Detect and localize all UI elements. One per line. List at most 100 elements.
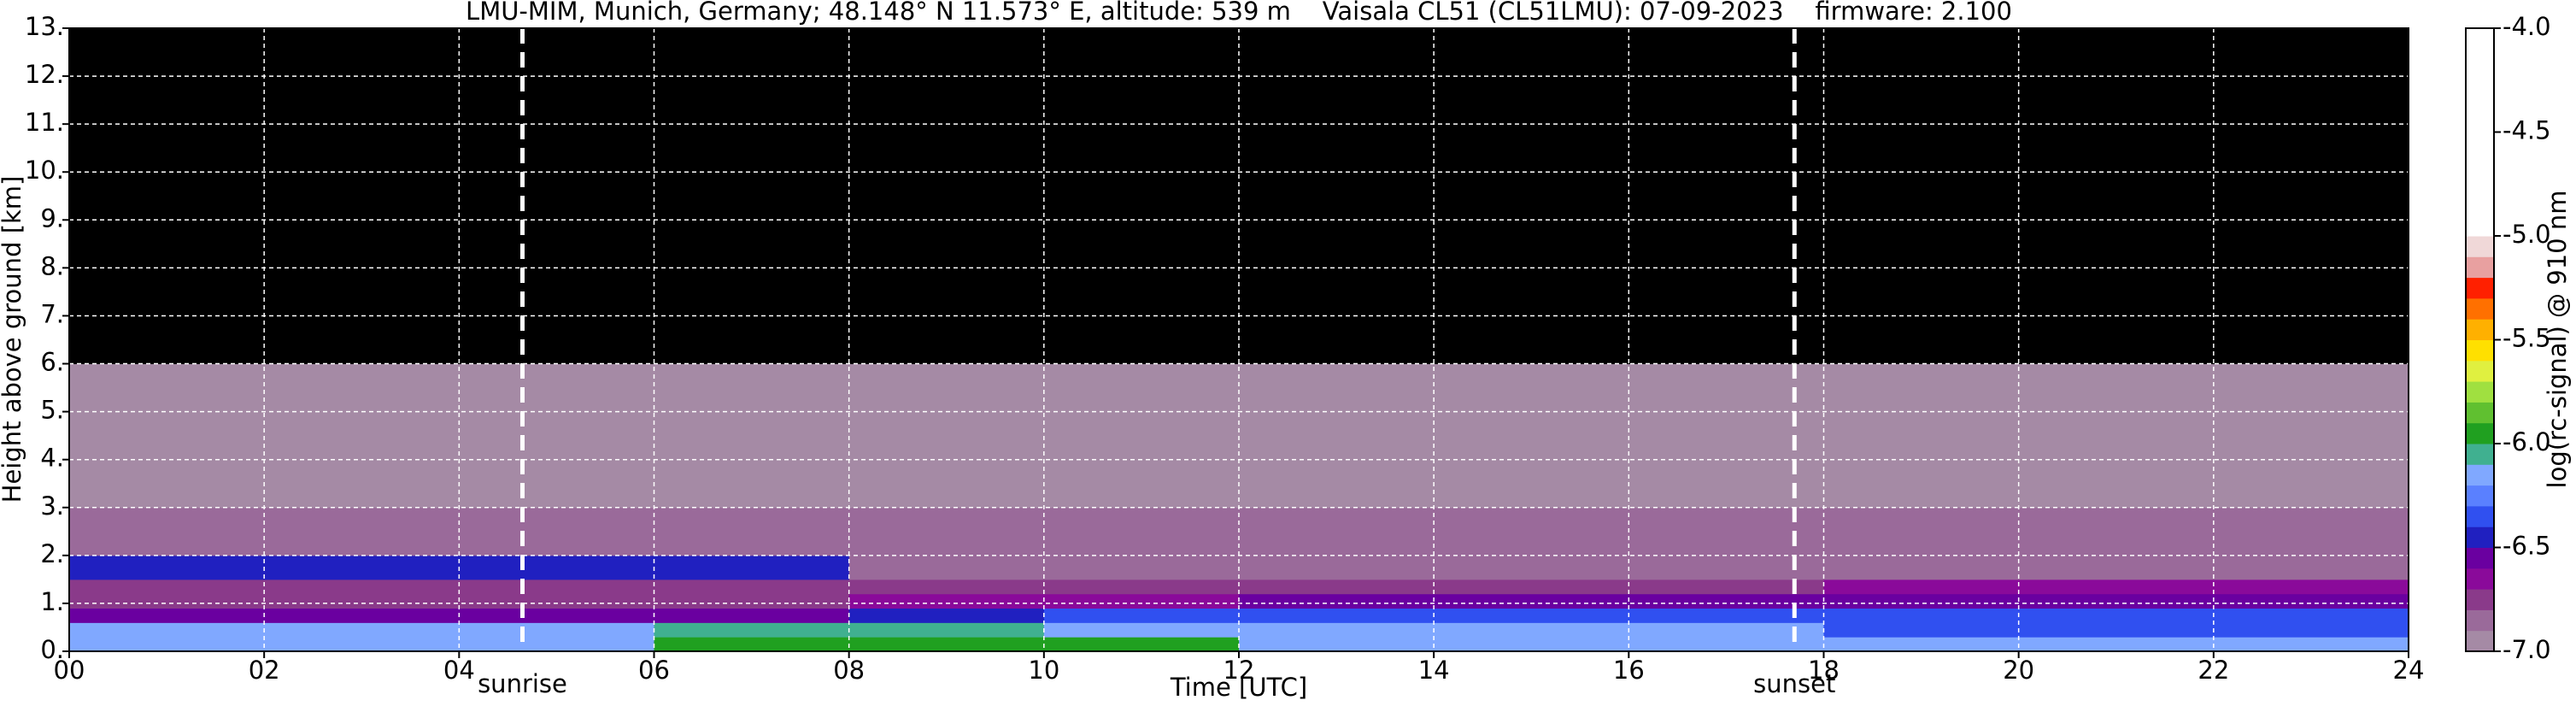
heat-cell [459,555,654,580]
heat-cell [1239,28,1435,173]
heat-cell [1434,637,1629,652]
heat-cell [69,28,265,173]
heat-cell [1434,555,1629,580]
heat-cell [2213,579,2409,595]
heat-cell [1823,268,2020,365]
heat-cell [848,555,1045,580]
colorbar-level [2466,277,2494,299]
heat-cell [1823,459,2020,509]
colorbar-level [2466,256,2494,279]
heat-cell [2018,593,2215,609]
heat-cell [1043,28,1240,173]
heat-cell [654,622,850,638]
heat-cell [1823,579,2020,595]
colorbar-level [2466,464,2494,486]
y-axis-label: Height above ground [km] [0,176,26,503]
colorbar-level [2466,360,2494,382]
heat-cell [69,459,265,509]
heat-cell [69,172,265,268]
heat-cell [654,459,850,509]
colorbar-level [2466,444,2494,465]
x-tick-label: 10 [1028,656,1059,685]
colorbar-level [2466,527,2494,548]
plot-frame [68,27,2409,652]
heat-cell [2213,608,2409,623]
y-tick-label: 6. [40,348,64,377]
heat-cell [1434,507,1629,556]
heat-cell [459,593,654,609]
y-tick-label: 9. [40,203,64,232]
heat-cell [1043,637,1240,652]
y-tick-label: 1. [40,587,64,616]
heat-cell [1434,593,1629,609]
heat-cell [1434,459,1629,509]
y-tick-label: 10. [25,156,64,185]
colorbar-level [2466,319,2494,340]
heat-cell [1239,268,1435,365]
heat-cell [654,507,850,556]
heat-cell [1628,507,1824,556]
heat-cell [848,593,1045,609]
colorbar-tick-label: -5.5 [2503,324,2551,353]
heat-cell [2018,28,2215,173]
x-tick-label: 02 [249,656,280,685]
heat-cell [1043,579,1240,595]
heat-cell [1628,622,1824,638]
heat-cell [1239,637,1435,652]
heat-cell [2213,555,2409,580]
colorbar-level [2466,402,2494,424]
heat-cell [654,268,850,365]
heat-cell [459,637,654,652]
heat-cell [264,507,460,556]
x-tick-label: 06 [638,656,670,685]
heat-cell [654,28,850,173]
heat-cell [459,507,654,556]
heat-cell [1823,172,2020,268]
heat-cell [1239,172,1435,268]
marker-label: sunrise [478,669,567,698]
heat-cell [2213,593,2409,609]
heat-cell [1823,363,2020,461]
heat-cell [654,593,850,609]
heat-cell [459,459,654,509]
y-tick-label: 4. [40,444,64,473]
heat-cell [2213,28,2409,173]
heat-cell [2018,637,2215,652]
heat-cell [848,608,1045,623]
heat-cell [2213,622,2409,638]
colorbar-level [2466,236,2494,257]
heat-cell [459,28,654,173]
heat-cell [2213,507,2409,556]
heat-cell [1823,28,2020,173]
y-tick-label: 11. [25,108,64,137]
heat-cell [1043,593,1240,609]
heat-cell [1823,593,2020,609]
colorbar-label: log(rc-signal) @ 910 nm [2543,191,2572,489]
heat-cell [69,593,265,609]
heat-cell [1823,622,2020,638]
heat-cell [69,637,265,652]
y-tick-label: 13. [25,12,64,41]
heat-cell [2213,637,2409,652]
colorbar-level [2466,422,2494,444]
colorbar-level [2466,28,2494,237]
y-tick-label: 8. [40,251,64,280]
x-axis-label: Time [UTC] [1170,673,1307,702]
heat-cell [848,459,1045,509]
heat-cell [459,579,654,595]
colorbar-level [2466,547,2494,569]
heat-cell [1823,507,2020,556]
heat-cell [264,622,460,638]
colorbar-level [2466,609,2494,632]
heat-cell [1239,622,1435,638]
colorbar-level [2466,568,2494,590]
heat-cell [848,507,1045,556]
y-tick-label: 7. [40,299,64,328]
colorbar-level [2466,630,2494,652]
heat-cell [264,608,460,623]
heat-cell [1628,579,1824,595]
heat-cell [1628,28,1824,173]
heat-cell [69,363,265,461]
heat-cell [264,637,460,652]
heat-cell [1239,593,1435,609]
